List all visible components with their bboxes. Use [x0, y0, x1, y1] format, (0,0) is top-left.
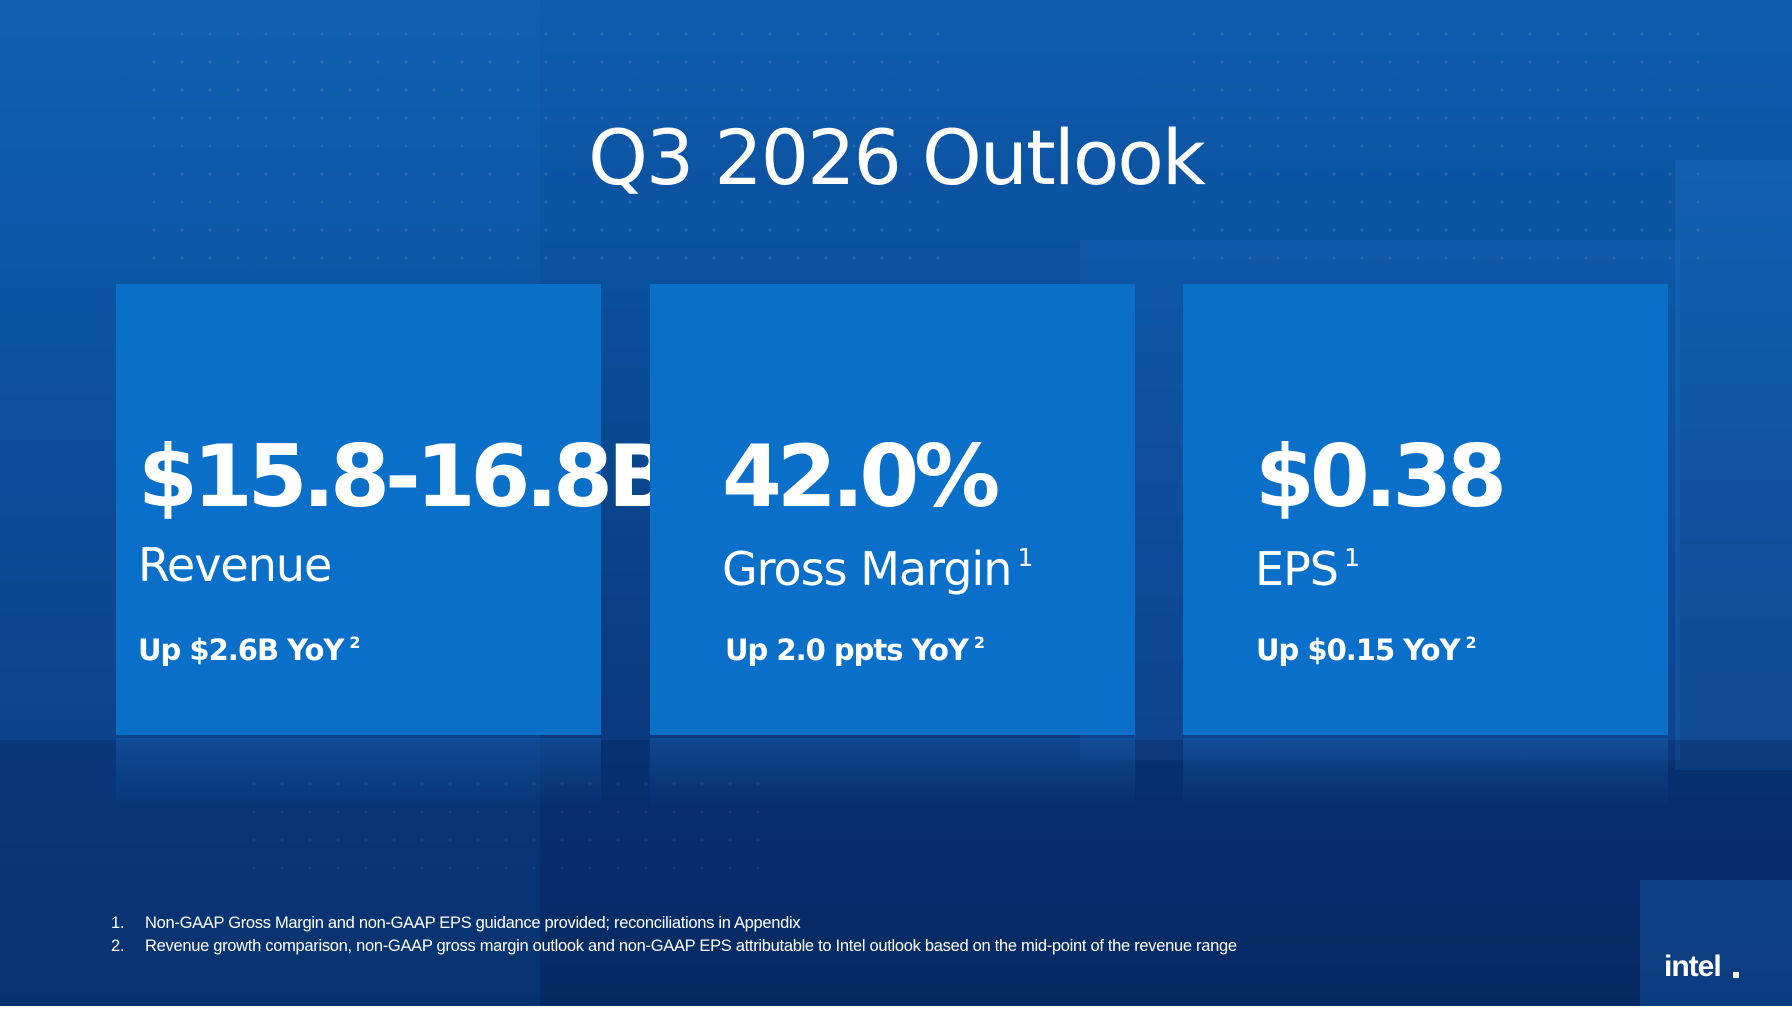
- dot-pattern: [240, 770, 760, 890]
- revenue-value: $15.8-16.8B: [138, 427, 673, 527]
- footnotes: 1. Non-GAAP Gross Margin and non-GAAP EP…: [111, 912, 1237, 958]
- background-block: [1640, 880, 1792, 1006]
- footnote-marker: 2: [973, 633, 985, 653]
- footnote-marker: 2: [1465, 633, 1477, 653]
- revenue-label-text: Revenue: [138, 538, 332, 592]
- background-block: [1675, 160, 1792, 770]
- footnote-marker: 1: [1017, 543, 1033, 573]
- footnote-marker: 1: [1344, 543, 1360, 573]
- intel-logo: intel: [1664, 950, 1722, 983]
- dot-pattern: [140, 20, 960, 270]
- footnote-text: Revenue growth comparison, non-GAAP gros…: [145, 937, 1237, 955]
- eps-growth-text: Up $0.15 YoY: [1256, 633, 1460, 667]
- eps-label-text: EPS: [1255, 542, 1339, 596]
- footnote-text: Non-GAAP Gross Margin and non-GAAP EPS g…: [145, 914, 801, 932]
- footnote-number: 2.: [111, 937, 125, 955]
- footnote-marker: 2: [349, 633, 360, 653]
- card-reflection: [116, 738, 601, 808]
- eps-value: $0.38: [1255, 427, 1507, 527]
- revenue-growth: Up $2.6B YoY 2: [138, 633, 361, 667]
- eps-label: EPS 1: [1255, 543, 1360, 592]
- background-block: [0, 740, 1792, 1006]
- gross-margin-value: 42.0%: [722, 427, 1000, 527]
- gross-margin-label: Gross Margin 1: [722, 543, 1033, 592]
- revenue-label: Revenue: [138, 542, 332, 588]
- revenue-growth-text: Up $2.6B YoY: [138, 633, 344, 667]
- gross-margin-card: 42.0% Gross Margin 1 Up 2.0 ppts YoY 2: [650, 284, 1135, 735]
- revenue-card: $15.8-16.8B Revenue Up $2.6B YoY 2: [116, 284, 673, 735]
- footnote-number: 1.: [111, 914, 125, 932]
- dot-pattern: [1180, 20, 1700, 280]
- card-reflection: [650, 738, 1135, 808]
- gross-margin-label-text: Gross Margin: [722, 542, 1012, 596]
- footnote-row: 2. Revenue growth comparison, non-GAAP g…: [111, 935, 1237, 958]
- intel-logo-dot: [1733, 972, 1739, 978]
- card-reflection: [1183, 738, 1668, 808]
- gross-margin-growth: Up 2.0 ppts YoY 2: [725, 633, 985, 667]
- footnote-row: 1. Non-GAAP Gross Margin and non-GAAP EP…: [111, 912, 1237, 935]
- gross-margin-growth-text: Up 2.0 ppts YoY: [725, 633, 969, 667]
- eps-growth: Up $0.15 YoY 2: [1256, 633, 1477, 667]
- eps-card: $0.38 EPS 1 Up $0.15 YoY 2: [1183, 284, 1668, 735]
- slide-title: Q3 2026 Outlook: [588, 113, 1206, 202]
